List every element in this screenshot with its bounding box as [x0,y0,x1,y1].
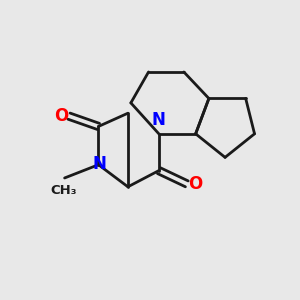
Text: N: N [152,111,166,129]
Text: O: O [188,175,202,193]
Text: N: N [92,155,106,173]
Text: CH₃: CH₃ [50,184,76,197]
Text: O: O [54,107,68,125]
